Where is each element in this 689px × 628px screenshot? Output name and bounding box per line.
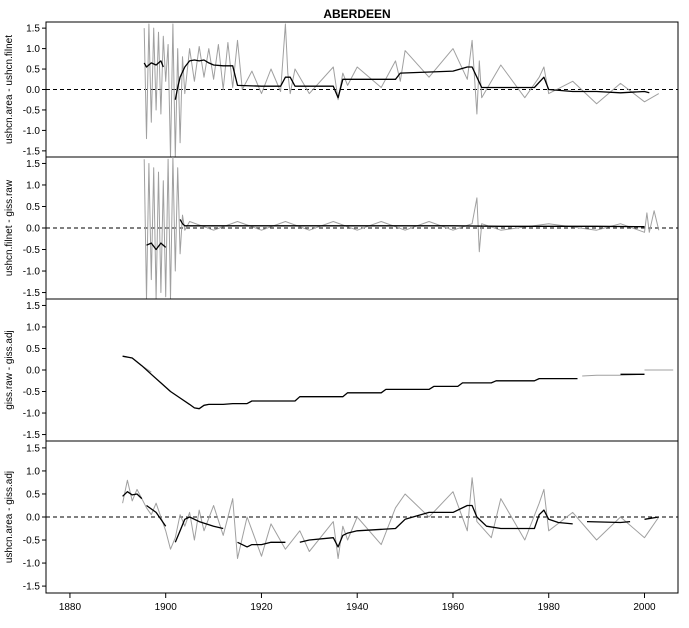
- smoothed-difference-line: [237, 541, 286, 548]
- x-tick-label: 1960: [442, 602, 465, 613]
- y-tick-label: -0.5: [23, 536, 41, 547]
- smoothed-difference-line: [143, 60, 164, 68]
- y-tick-label: 0.0: [26, 224, 40, 235]
- y-tick-label: 0.0: [26, 366, 40, 377]
- y-tick-label: -0.5: [23, 387, 41, 398]
- x-tick-label: 1940: [346, 602, 369, 613]
- y-tick-label: 0.0: [26, 85, 40, 96]
- y-tick-label: 1.5: [26, 301, 40, 312]
- x-tick-label: 1880: [59, 602, 82, 613]
- smoothed-difference-line: [174, 516, 224, 543]
- y-tick-label: -0.5: [23, 245, 41, 256]
- plot-area: [46, 23, 678, 157]
- plot-area: [122, 355, 674, 410]
- x-tick-label: 2000: [633, 602, 656, 613]
- panel-3: 1.5 1.0 0.5 0.0 -0.5 -1.0 -1.5 giss.raw - giss.…: [4, 298, 679, 442]
- smoothed-difference-line: [174, 59, 650, 100]
- smoothed-difference-line: [299, 504, 573, 548]
- smoothed-difference-line: [586, 520, 631, 524]
- y-tick-label: -1.0: [23, 267, 41, 278]
- panel-1: 1.5 1.0 0.5 0.0 -0.5 -1.0 -1.5 ushcn.area - ush…: [4, 21, 679, 158]
- x-tick-label: 1900: [155, 602, 178, 613]
- smoothed-difference-line: [146, 504, 167, 527]
- y-tick-label: 0.5: [26, 344, 40, 355]
- smoothed-difference-line: [644, 516, 659, 520]
- y-tick-label: 1.5: [26, 159, 40, 170]
- x-axis: 1880 1900 1920 1940 1960 1980 2000: [59, 593, 656, 613]
- smoothed-difference-line: [122, 491, 143, 500]
- y-tick-label: -0.5: [23, 105, 41, 116]
- y-tick-label: 0.5: [26, 489, 40, 500]
- y-tick-label: 1.0: [26, 44, 40, 55]
- y-tick-label: 1.0: [26, 466, 40, 477]
- panel-2: 1.5 1.0 0.5 0.0 -0.5 -1.0 -1.5 ushcn.filnet - g…: [4, 156, 679, 300]
- y-tick-label: -1.5: [23, 146, 41, 157]
- y-tick-label: 1.0: [26, 322, 40, 333]
- panel-4: 1.5 1.0 0.5 0.0 -0.5 -1.0 -1.5 ushcn.area - gis…: [4, 440, 679, 594]
- y-tick-label: -1.5: [23, 288, 41, 299]
- y-tick-label: 1.0: [26, 180, 40, 191]
- plot-area: [46, 157, 678, 299]
- y-tick-label: -1.0: [23, 559, 41, 570]
- y-tick-label: 0.5: [26, 65, 40, 76]
- y-tick-label: 0.0: [26, 513, 40, 524]
- y-axis-label: giss.raw - giss.adj: [4, 330, 15, 409]
- y-axis-label: ushcn.area - ushcn.filnet: [4, 35, 15, 144]
- raw-difference-line: [143, 23, 660, 157]
- y-tick-label: 1.5: [26, 24, 40, 35]
- y-tick-label: -1.5: [23, 430, 41, 441]
- chart-title: ABERDEEN: [323, 7, 390, 21]
- smoothed-difference-line: [122, 355, 578, 410]
- y-tick-label: 0.5: [26, 202, 40, 213]
- y-tick-label: -1.0: [23, 409, 41, 420]
- y-tick-label: -1.0: [23, 126, 41, 137]
- plot-area: [46, 477, 678, 559]
- smoothed-difference-line: [146, 242, 167, 251]
- y-axis-label: ushcn.area - giss.adj: [4, 471, 15, 563]
- y-tick-label: -1.5: [23, 582, 41, 593]
- raw-difference-line: [122, 477, 660, 559]
- y-axis-label: ushcn.filnet - giss.raw: [4, 179, 15, 276]
- smoothed-difference-line: [179, 219, 645, 228]
- raw-difference-line: [143, 157, 660, 299]
- y-tick-label: 1.5: [26, 443, 40, 454]
- panel-frame: [45, 298, 679, 442]
- x-tick-label: 1920: [250, 602, 273, 613]
- chart-panels: 1.5 1.0 0.5 0.0 -0.5 -1.0 -1.5 ushcn.area - ush…: [4, 21, 679, 594]
- x-tick-label: 1980: [538, 602, 561, 613]
